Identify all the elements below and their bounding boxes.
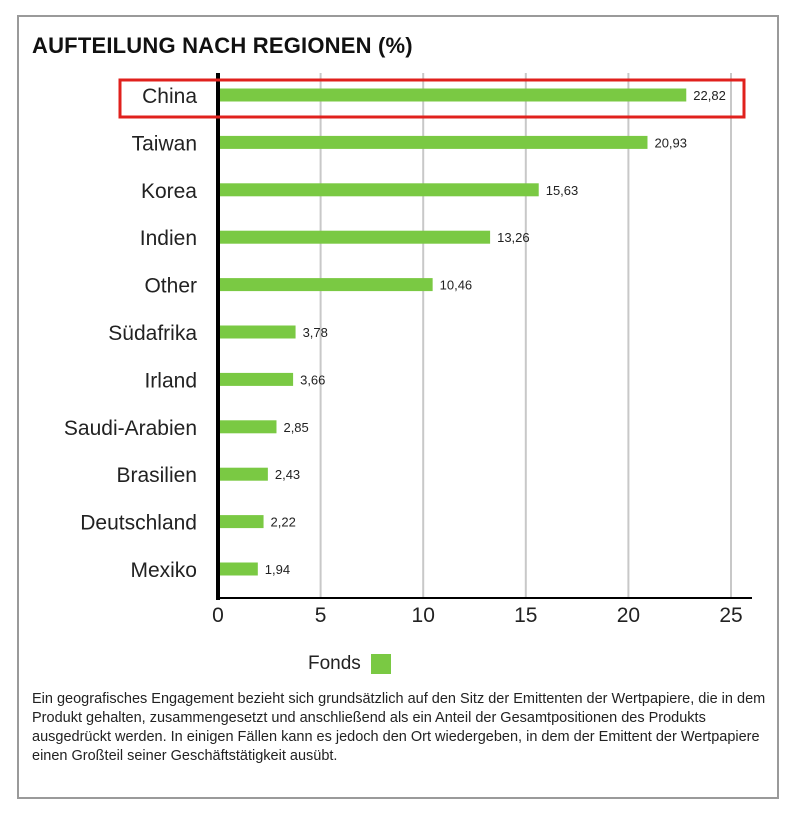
footnote-text: Ein geografisches Engagement bezieht sic… — [32, 691, 766, 764]
category-label-7: Saudi-Arabien — [64, 417, 197, 440]
x-tick-label-10: 10 — [412, 604, 435, 627]
value-label-10: 1,94 — [265, 562, 290, 577]
bar-8 — [218, 467, 268, 481]
value-label-6: 3,66 — [300, 372, 325, 387]
value-label-8: 2,43 — [275, 467, 300, 482]
chart-title: AUFTEILUNG NACH REGIONEN (%) — [32, 33, 413, 58]
grid-lines — [319, 73, 732, 598]
x-tick-label-15: 15 — [514, 604, 537, 627]
x-tick-label-0: 0 — [212, 604, 224, 627]
bar-0 — [218, 88, 687, 102]
category-label-0: China — [142, 85, 197, 108]
bar-2 — [218, 183, 539, 197]
bar-9 — [218, 515, 264, 529]
value-label-0: 22,82 — [693, 88, 726, 103]
x-tick-label-5: 5 — [315, 604, 327, 627]
value-label-7: 2,85 — [283, 420, 308, 435]
bar-1 — [218, 135, 648, 149]
category-label-4: Other — [144, 275, 197, 298]
bar-10 — [218, 562, 258, 576]
value-label-5: 3,78 — [303, 325, 328, 340]
bar-6 — [218, 372, 294, 386]
value-label-3: 13,26 — [497, 230, 530, 245]
category-label-9: Deutschland — [80, 512, 197, 535]
category-label-5: Südafrika — [108, 322, 197, 345]
x-axis-ticks: 0 5 10 15 20 25 — [212, 604, 743, 627]
value-labels: 22,82 20,93 15,63 13,26 10,46 3,78 3,66 2,85 2,4… — [265, 88, 726, 577]
x-tick-label-25: 25 — [719, 604, 742, 627]
value-label-1: 20,93 — [654, 135, 687, 150]
bar-4 — [218, 278, 433, 292]
bar-7 — [218, 420, 277, 434]
legend-swatch — [370, 654, 391, 674]
highlight-box — [118, 78, 746, 119]
legend-label: Fonds — [308, 653, 361, 674]
category-labels: China Taiwan Korea Indien Other Südafrika Irla… — [64, 85, 197, 582]
category-label-3: Indien — [140, 227, 197, 250]
x-tick-label-20: 20 — [617, 604, 640, 627]
bar-5 — [218, 325, 296, 339]
category-label-2: Korea — [141, 180, 197, 203]
value-label-9: 2,22 — [271, 515, 296, 530]
value-label-2: 15,63 — [546, 183, 579, 198]
category-label-8: Brasilien — [116, 464, 197, 487]
category-label-10: Mexiko — [130, 559, 197, 582]
category-label-6: Irland — [144, 369, 197, 392]
bar-3 — [218, 230, 491, 244]
category-label-1: Taiwan — [132, 132, 197, 155]
value-label-4: 10,46 — [440, 278, 473, 293]
legend: Fonds — [308, 650, 391, 678]
bars — [218, 88, 687, 576]
